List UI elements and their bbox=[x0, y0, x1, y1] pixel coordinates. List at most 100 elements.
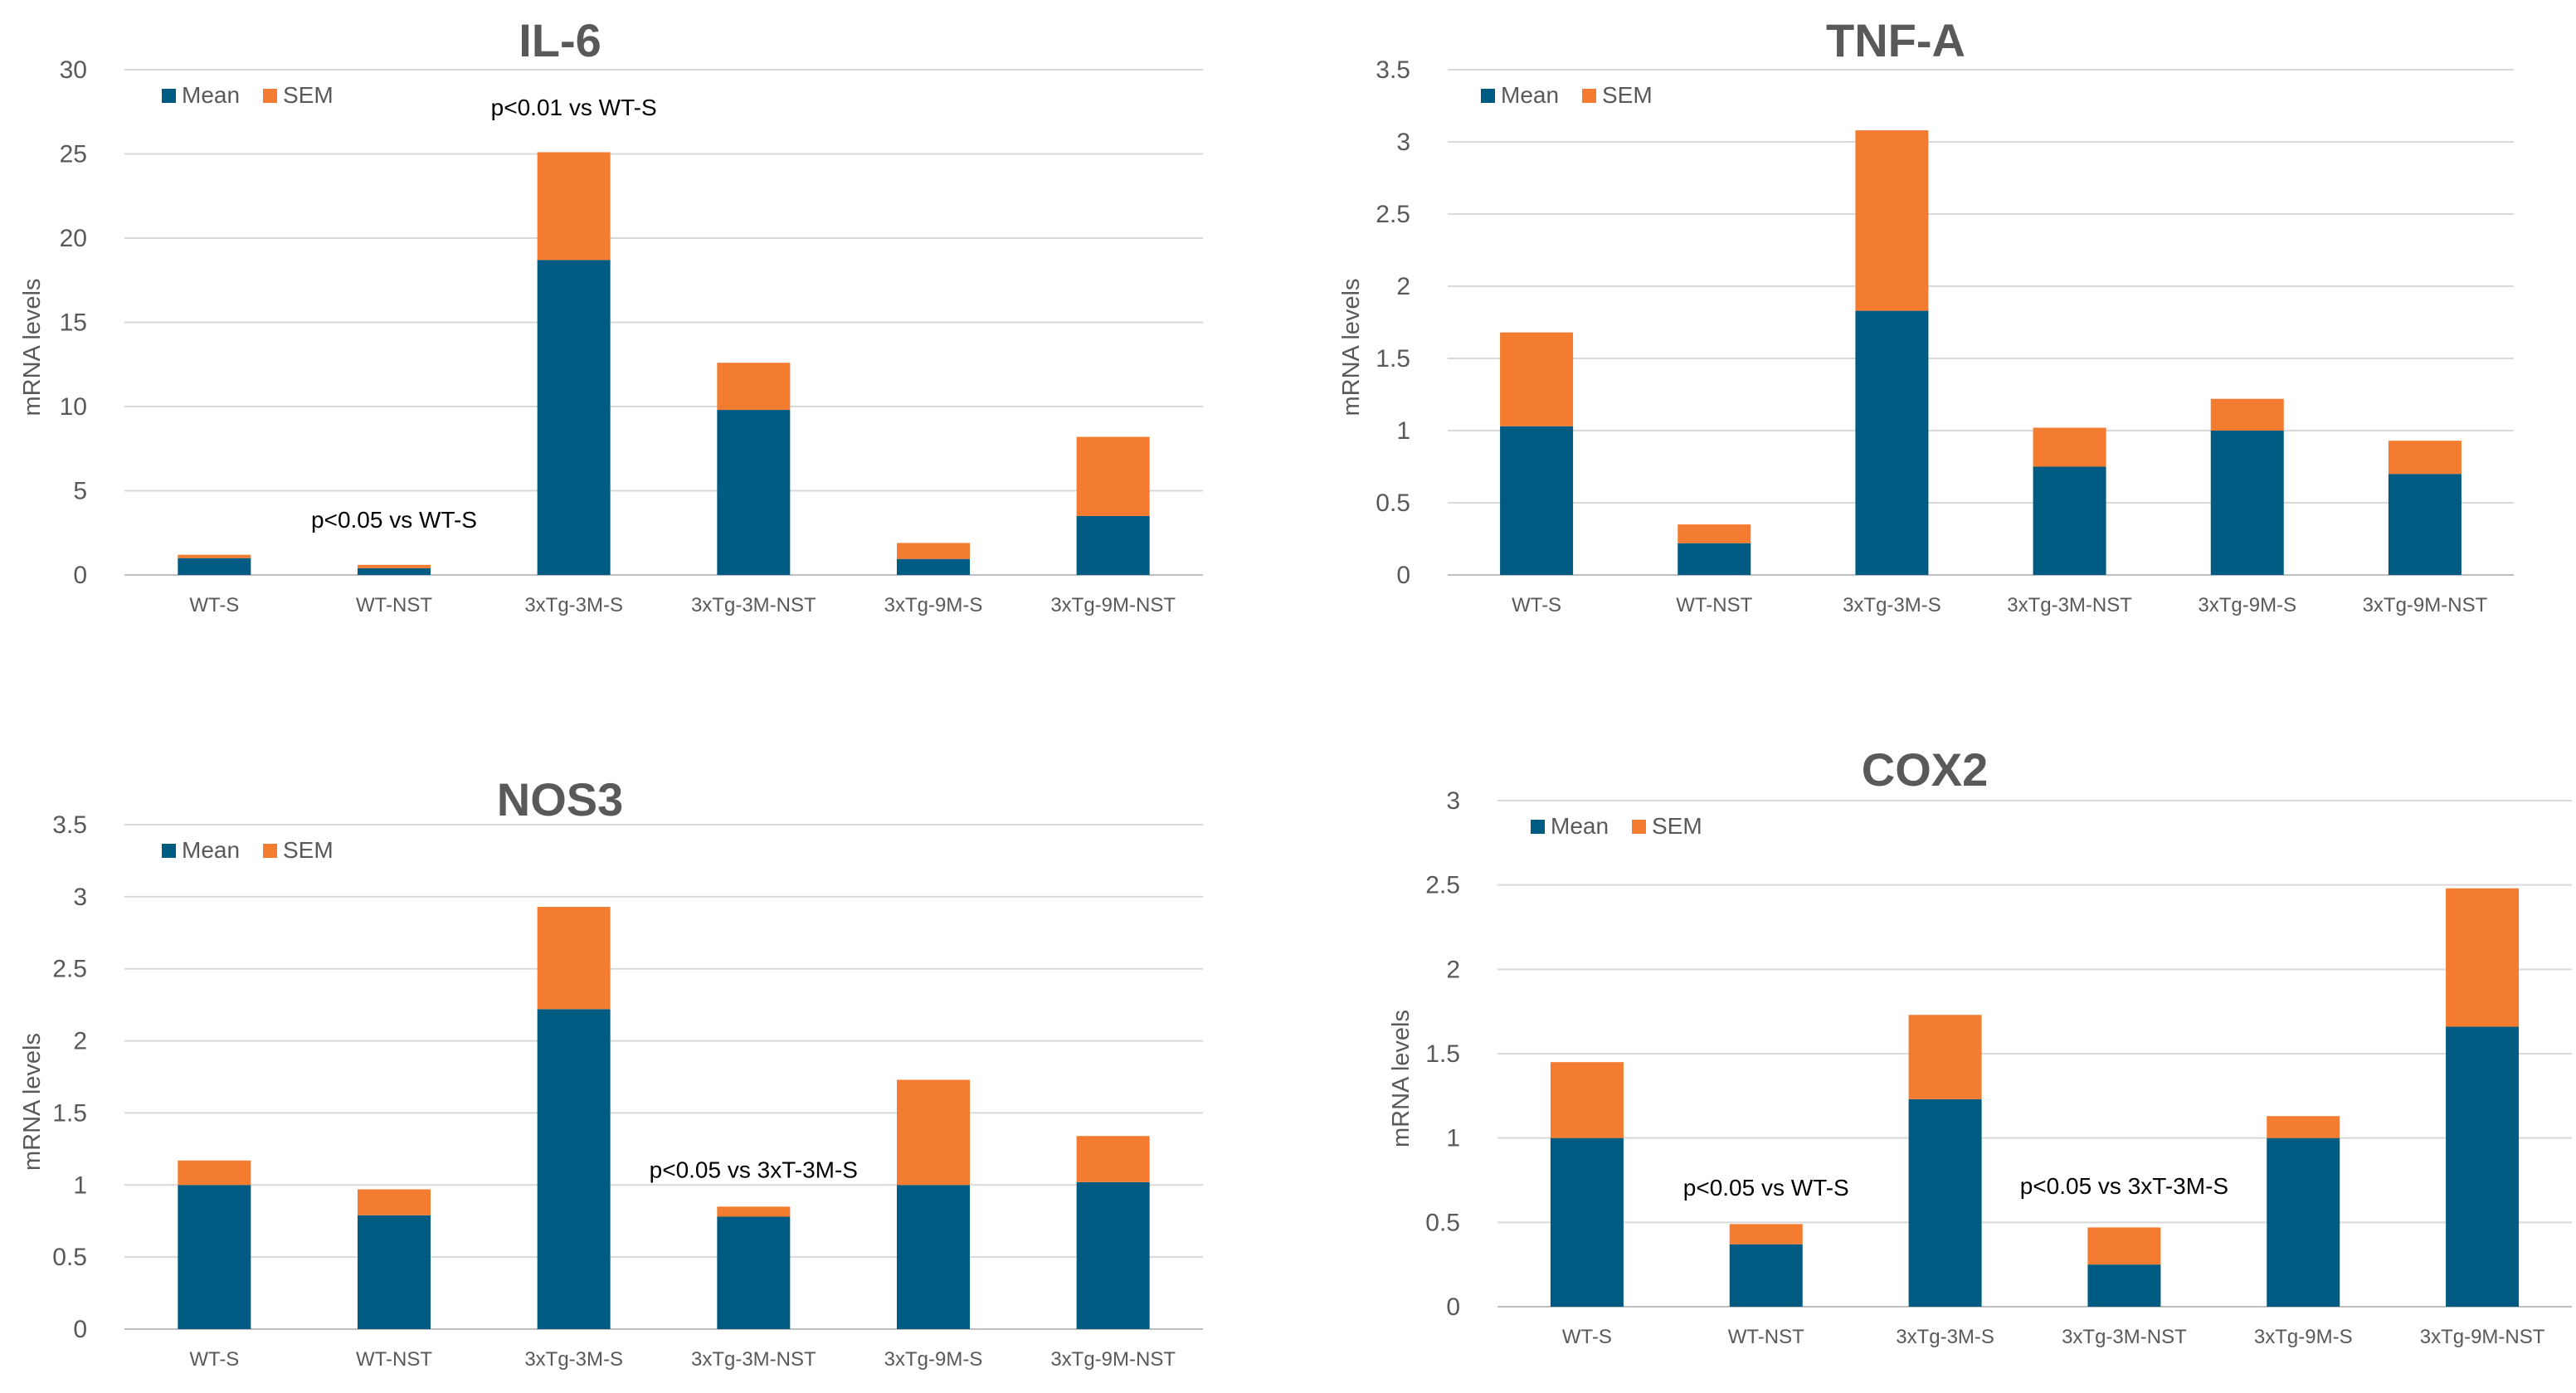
bar-mean-wt-nst bbox=[358, 1215, 431, 1329]
y-tick-label: 0 bbox=[73, 562, 87, 589]
x-tick-label: 3xTg-3M-S bbox=[524, 594, 623, 616]
x-tick-label: WT-S bbox=[1562, 1326, 1612, 1348]
y-tick-label: 3.5 bbox=[52, 811, 87, 839]
x-tick-label: 3xTg-3M-S bbox=[524, 1348, 623, 1371]
bar-mean-3xtg-3m-nst bbox=[2033, 466, 2106, 575]
x-tick-label: WT-NST bbox=[1728, 1326, 1804, 1348]
y-tick-label: 1.5 bbox=[1376, 345, 1410, 373]
y-tick-label: 25 bbox=[60, 141, 87, 168]
bar-sem-wt-s bbox=[1550, 1062, 1624, 1138]
chart-title: NOS3 bbox=[497, 773, 624, 826]
bar-mean-3xtg-9m-s bbox=[2267, 1137, 2340, 1307]
x-tick-label: 3xTg-9M-S bbox=[2198, 594, 2296, 616]
y-tick-label: 20 bbox=[60, 225, 87, 252]
bar-sem-wt-s bbox=[1500, 332, 1574, 426]
y-tick-label: 1 bbox=[1446, 1125, 1460, 1152]
y-tick-label: 2 bbox=[1396, 273, 1410, 300]
legend-label-sem: SEM bbox=[283, 837, 334, 863]
bar-mean-wt-nst bbox=[1678, 543, 1751, 575]
x-tick-label: WT-NST bbox=[356, 594, 432, 616]
bar-mean-wt-s bbox=[178, 558, 251, 575]
y-tick-label: 1 bbox=[73, 1171, 87, 1199]
bar-sem-3xtg-9m-nst bbox=[1076, 1136, 1150, 1182]
y-tick-label: 1 bbox=[1396, 417, 1410, 445]
bar-sem-3xtg-9m-s bbox=[2267, 1116, 2340, 1138]
y-tick-label: 3 bbox=[1446, 787, 1460, 815]
bar-sem-3xtg-9m-s bbox=[897, 543, 970, 559]
bar-mean-3xtg-9m-nst bbox=[2388, 474, 2462, 575]
bar-sem-3xtg-9m-s bbox=[897, 1079, 970, 1186]
legend-label-sem: SEM bbox=[283, 82, 334, 108]
legend-swatch-sem bbox=[1632, 820, 1646, 834]
bar-mean-wt-s bbox=[1500, 426, 1574, 575]
x-tick-label: 3xTg-3M-NST bbox=[691, 1348, 816, 1371]
bar-sem-3xtg-3m-nst bbox=[717, 1206, 791, 1217]
bar-sem-wt-nst bbox=[358, 1189, 431, 1215]
legend-label-mean: Mean bbox=[182, 82, 240, 108]
bar-sem-wt-nst bbox=[1729, 1224, 1803, 1244]
x-tick-label: 3xTg-9M-NST bbox=[2363, 594, 2488, 616]
x-tick-label: WT-S bbox=[1512, 594, 1561, 616]
significance-annotation: p<0.01 vs WT-S bbox=[491, 95, 657, 120]
y-tick-label: 2.5 bbox=[1425, 872, 1460, 899]
legend-swatch-mean bbox=[1531, 820, 1545, 834]
y-tick-label: 3 bbox=[73, 884, 87, 911]
bar-mean-3xtg-3m-s bbox=[1855, 310, 1929, 575]
y-tick-label: 0.5 bbox=[52, 1244, 87, 1271]
x-tick-label: WT-NST bbox=[1676, 594, 1752, 616]
bar-mean-3xtg-3m-nst bbox=[717, 410, 791, 575]
chart-title: IL-6 bbox=[519, 14, 601, 66]
bar-sem-wt-s bbox=[178, 1160, 251, 1186]
bar-sem-3xtg-3m-nst bbox=[2087, 1227, 2161, 1265]
x-tick-label: WT-S bbox=[189, 1348, 239, 1371]
bar-mean-3xtg-9m-s bbox=[897, 558, 970, 575]
significance-annotation: p<0.05 vs 3xT-3M-S bbox=[650, 1157, 858, 1183]
bar-sem-3xtg-9m-nst bbox=[2446, 888, 2520, 1027]
bar-sem-3xtg-3m-s bbox=[537, 152, 611, 261]
x-tick-label: 3xTg-3M-NST bbox=[691, 594, 816, 616]
legend-swatch-sem bbox=[263, 844, 277, 858]
chart-panel-3: COX2 0 0.5 1 1.5 2 2.5 3 mRNA levels WT-S WT-NST 3x… bbox=[1388, 743, 2572, 1348]
bar-mean-3xtg-9m-s bbox=[2210, 431, 2284, 575]
y-tick-label: 2.5 bbox=[52, 956, 87, 983]
bar-sem-wt-nst bbox=[1678, 524, 1751, 543]
legend-swatch-sem bbox=[263, 89, 277, 103]
y-tick-label: 2.5 bbox=[1376, 201, 1410, 228]
y-axis-label: mRNA levels bbox=[19, 1033, 46, 1171]
bar-mean-3xtg-9m-s bbox=[897, 1185, 970, 1329]
bar-mean-3xtg-3m-s bbox=[537, 260, 611, 575]
x-tick-label: 3xTg-9M-NST bbox=[1050, 594, 1176, 616]
legend-label-sem: SEM bbox=[1652, 813, 1702, 839]
y-tick-label: 3.5 bbox=[1376, 56, 1410, 84]
significance-annotation: p<0.05 vs WT-S bbox=[1683, 1175, 1849, 1201]
chart-panel-0: IL-6 0 5 10 15 20 25 30 mRNA levels WT-S WT-NST 3xT… bbox=[19, 14, 1203, 616]
y-tick-label: 0 bbox=[1396, 562, 1410, 589]
bar-mean-3xtg-3m-s bbox=[537, 1009, 611, 1329]
y-tick-label: 0 bbox=[73, 1316, 87, 1343]
x-tick-label: 3xTg-9M-NST bbox=[2420, 1326, 2545, 1348]
x-tick-label: 3xTg-3M-S bbox=[1896, 1326, 1994, 1348]
y-tick-label: 10 bbox=[60, 393, 87, 421]
y-axis-label: mRNA levels bbox=[1338, 279, 1365, 416]
bar-mean-3xtg-3m-nst bbox=[717, 1216, 791, 1329]
y-tick-label: 1.5 bbox=[52, 1099, 87, 1127]
bar-mean-wt-nst bbox=[358, 567, 431, 575]
legend-label-mean: Mean bbox=[1501, 82, 1559, 108]
chart-panel-1: TNF-A 0 0.5 1 1.5 2 2.5 3 3.5 mRNA levels WT-S WT-N… bbox=[1338, 14, 2514, 616]
y-tick-label: 0.5 bbox=[1376, 489, 1410, 517]
legend-swatch-mean bbox=[1481, 89, 1495, 103]
y-tick-label: 30 bbox=[60, 56, 87, 84]
bar-sem-3xtg-3m-s bbox=[1908, 1015, 1982, 1099]
bar-sem-3xtg-3m-nst bbox=[2033, 427, 2106, 467]
x-tick-label: 3xTg-3M-NST bbox=[2007, 594, 2132, 616]
x-tick-label: 3xTg-9M-S bbox=[884, 594, 983, 616]
legend-swatch-mean bbox=[162, 89, 176, 103]
bar-mean-3xtg-3m-nst bbox=[2087, 1264, 2161, 1307]
x-tick-label: 3xTg-3M-S bbox=[1843, 594, 1941, 616]
x-tick-label: WT-S bbox=[189, 594, 239, 616]
y-tick-label: 0.5 bbox=[1425, 1209, 1460, 1236]
x-tick-label: 3xTg-9M-S bbox=[2254, 1326, 2353, 1348]
bar-mean-3xtg-9m-nst bbox=[2446, 1026, 2520, 1307]
y-tick-label: 2 bbox=[73, 1028, 87, 1055]
